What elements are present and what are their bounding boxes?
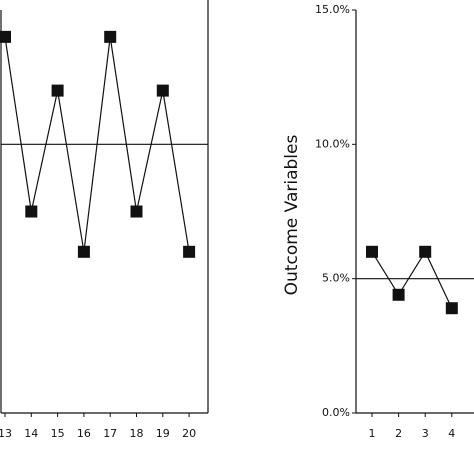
data-point bbox=[445, 302, 458, 315]
x-tick-label: 18 bbox=[130, 427, 144, 440]
x-tick-label: 15 bbox=[51, 427, 65, 440]
x-tick-label: 14 bbox=[24, 427, 38, 440]
y-tick-label: 5.0% bbox=[322, 272, 350, 285]
x-tick-label: 3 bbox=[422, 427, 429, 440]
y-tick-label: 15.0% bbox=[315, 3, 350, 16]
x-tick-label: 17 bbox=[103, 427, 117, 440]
y-axis-label: Outcome Variables bbox=[282, 135, 302, 296]
x-tick-label: 2 bbox=[395, 427, 402, 440]
x-tick-label: 16 bbox=[77, 427, 91, 440]
x-tick-label: 4 bbox=[448, 427, 455, 440]
x-tick-label: 20 bbox=[182, 427, 196, 440]
data-point bbox=[0, 30, 11, 43]
data-line bbox=[371, 250, 453, 309]
x-tick-label: 13 bbox=[0, 427, 12, 440]
data-point bbox=[77, 245, 90, 258]
x-tick-label: 1 bbox=[369, 427, 376, 440]
y-tick-label: 0.0% bbox=[322, 406, 350, 419]
x-tick-label: 19 bbox=[156, 427, 170, 440]
data-point bbox=[183, 245, 196, 258]
y-tick-label: 10.0% bbox=[315, 137, 350, 150]
data-point bbox=[25, 205, 38, 218]
data-point bbox=[156, 84, 169, 97]
data-point bbox=[419, 245, 432, 258]
data-point bbox=[104, 30, 117, 43]
data-point bbox=[366, 245, 378, 258]
data-point bbox=[392, 288, 405, 301]
data-point bbox=[130, 205, 143, 218]
data-point bbox=[51, 84, 64, 97]
data-line bbox=[4, 36, 190, 252]
